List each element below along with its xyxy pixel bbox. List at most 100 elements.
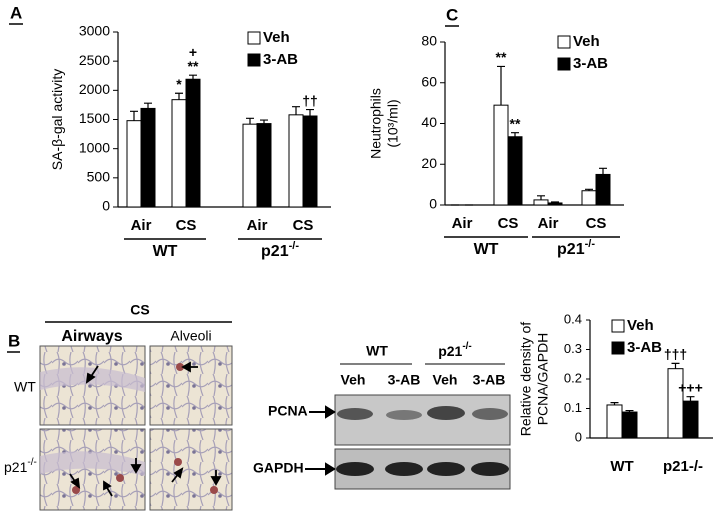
blot	[334, 394, 511, 446]
annotation: **	[188, 58, 199, 74]
y-tick-label: 40	[421, 114, 437, 130]
x-tick-label: Air	[538, 215, 559, 232]
bar	[581, 190, 597, 206]
y-axis-label-line: Neutrophils	[367, 88, 383, 159]
bar	[621, 411, 638, 439]
band-label: GAPDH	[253, 460, 304, 476]
group-label-text: WT	[153, 243, 178, 260]
group-label-sup: -/-	[289, 240, 300, 252]
y-axis-label-line: (10³/ml)	[384, 99, 400, 147]
legend-swatch	[247, 31, 261, 45]
column-label: Alveoli	[170, 328, 211, 344]
error-bar	[511, 132, 519, 137]
x-tick-label: CS	[498, 215, 519, 232]
bar	[288, 114, 304, 208]
bar	[185, 78, 201, 208]
y-axis-label-line: PCNA/GAPDH	[534, 333, 550, 426]
legend-label: Veh	[627, 317, 654, 334]
y-tick-label: 2500	[79, 52, 110, 68]
micrograph-title: CS	[130, 302, 149, 318]
annotation: ††	[302, 92, 318, 108]
annotation: **	[510, 115, 521, 131]
x-tick-label: p21-/-	[663, 458, 703, 475]
y-tick-label: 0	[575, 429, 582, 444]
bands	[336, 406, 509, 476]
error-bar	[537, 195, 545, 200]
x-tick-label: Air	[452, 215, 473, 232]
group-label: WT	[153, 243, 178, 260]
x-tick-label: CS	[176, 217, 197, 234]
panel-label: A	[10, 3, 22, 22]
micrograph	[149, 345, 233, 426]
annotation: **	[496, 49, 507, 65]
x-tick-label: CS	[293, 217, 314, 234]
band-label: PCNA	[268, 403, 308, 419]
y-tick-label: 500	[87, 169, 111, 185]
x-tick-label: CS	[586, 215, 607, 232]
y-axis-label-line: Relative density of	[517, 322, 533, 437]
annotation: *	[176, 76, 182, 92]
lane-label: 3-AB	[388, 372, 421, 388]
x-tick-label: WT	[610, 458, 633, 475]
bar	[606, 404, 623, 439]
y-tick-label: 1500	[79, 110, 110, 126]
error-bar	[551, 201, 559, 203]
lane-label: Veh	[341, 372, 366, 388]
y-tick-label: 2000	[79, 81, 110, 97]
bar	[140, 107, 156, 208]
legend-swatch	[557, 35, 571, 49]
error-bar	[599, 167, 607, 175]
group-label: p21-/-	[557, 238, 595, 258]
row-label: p21-/-	[4, 457, 37, 475]
legend-label: 3-AB	[573, 55, 608, 72]
bar	[302, 115, 318, 208]
legend-label: 3-AB	[627, 339, 662, 356]
annotation: +++	[678, 379, 703, 395]
legend-swatch	[247, 53, 261, 67]
bar	[533, 199, 549, 206]
group-label-text: p21	[557, 241, 585, 258]
bar	[171, 99, 187, 208]
y-tick-label: 0.1	[564, 400, 582, 415]
error-bar	[686, 396, 695, 402]
y-tick-label: 60	[421, 73, 437, 89]
lane-label: 3-AB	[473, 372, 506, 388]
error-bar	[292, 106, 300, 115]
group-label-text: WT	[474, 241, 499, 258]
arrows	[305, 405, 336, 476]
y-tick-label: 0.3	[564, 341, 582, 356]
legend-swatch	[557, 57, 571, 71]
legend-label: Veh	[573, 33, 600, 50]
bar	[242, 123, 258, 208]
bar	[126, 120, 142, 208]
y-tick-label: 0	[429, 196, 437, 212]
group-label-sup: -/-	[585, 238, 596, 250]
legend-label: Veh	[263, 29, 290, 46]
error-bar	[175, 92, 183, 100]
y-axis-label: Neutrophils(10³/ml)	[367, 88, 400, 159]
y-axis-label: Relative density ofPCNA/GAPDH	[517, 322, 550, 437]
y-tick-label: 1000	[79, 139, 110, 155]
row-label: WT	[14, 379, 36, 395]
legend-swatch	[611, 319, 625, 333]
column-label: Airways	[61, 328, 122, 345]
group-label: WT	[474, 241, 499, 258]
error-bar	[625, 409, 634, 413]
y-tick-label: 0	[102, 198, 110, 214]
legend-swatch	[611, 341, 625, 355]
x-tick-label: Air	[247, 217, 268, 234]
error-bar	[610, 402, 619, 405]
y-tick-label: 3000	[79, 23, 110, 39]
y-axis-label: SA-β-gal activity	[49, 69, 65, 170]
bar	[595, 173, 611, 206]
y-tick-label: 0.2	[564, 370, 582, 385]
group-label-text: p21	[261, 243, 289, 260]
y-tick-label: 80	[421, 33, 437, 49]
group-label: p21-/-	[261, 240, 299, 260]
bar	[256, 123, 272, 208]
error-bar	[144, 102, 152, 109]
annotation: †††	[664, 346, 687, 362]
panel-label: C	[446, 5, 458, 24]
blot-group: WT	[366, 343, 388, 359]
